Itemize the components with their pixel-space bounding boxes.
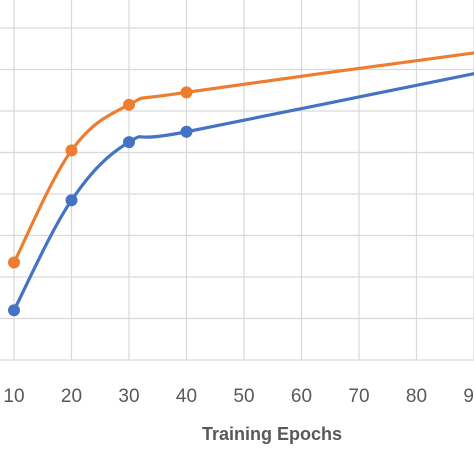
plot-series (8, 51, 474, 317)
series-1-point (180, 86, 193, 99)
series-1-point (8, 256, 20, 269)
x-tick-label: 80 (406, 386, 427, 407)
x-axis-tick-labels: 10 20 30 40 50 60 70 80 90 (3, 386, 474, 407)
series-1-point (123, 98, 135, 111)
plot-gridlines (0, 0, 474, 361)
x-tick-label: 60 (291, 386, 312, 407)
x-tick-label: 10 (3, 386, 24, 407)
series-2-point (65, 194, 78, 207)
x-tick-label: 90 (463, 386, 474, 407)
series-1-line (12, 51, 474, 265)
series-2-point (123, 136, 135, 149)
series-2-point (180, 125, 193, 138)
series-1-point (65, 144, 78, 157)
x-axis-title: Training Epochs (202, 424, 342, 444)
x-tick-label: 50 (233, 386, 254, 407)
x-tick-label: 70 (348, 386, 369, 407)
x-tick-label: 40 (176, 386, 197, 407)
x-tick-label: 20 (61, 386, 82, 407)
series-2-line (12, 72, 474, 312)
series-2-point (8, 304, 20, 317)
x-tick-label: 30 (118, 386, 139, 407)
